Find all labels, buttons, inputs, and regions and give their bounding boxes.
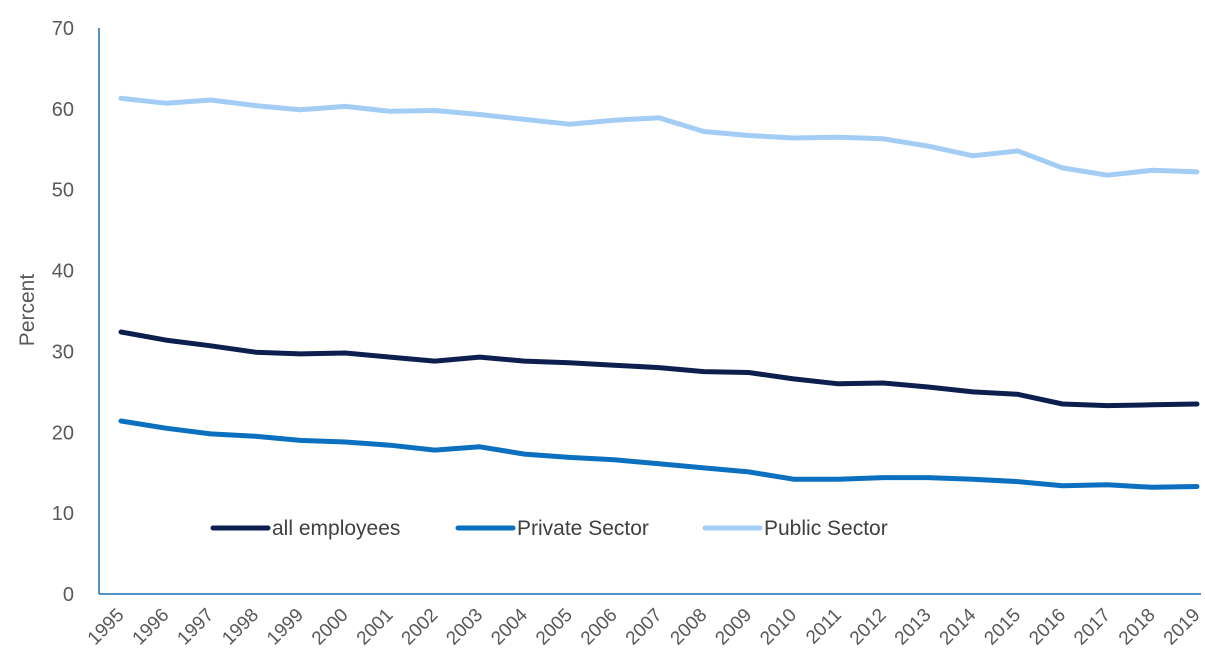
- x-tick-label: 2006: [577, 605, 622, 650]
- legend: all employees Private Sector Public Sector: [210, 517, 888, 540]
- x-tick-label: 1995: [84, 605, 129, 650]
- x-tick-label: 1997: [173, 605, 218, 650]
- x-tick-label: 2000: [308, 605, 353, 650]
- x-tick-label: 2016: [1025, 605, 1070, 650]
- x-tick-label: 1996: [129, 605, 174, 650]
- legend-label-all-employees: all employees: [272, 517, 400, 540]
- y-axis-ticks: 0 10 20 30 40 50 60 70: [52, 18, 74, 606]
- x-tick-label: 1998: [218, 605, 263, 650]
- legend-label-public-sector: Public Sector: [764, 517, 888, 540]
- x-axis-ticks: 1995 1996 1997 1998 1999 2000 2001 2002 2003 2004…: [84, 604, 1205, 649]
- x-tick-label: 2018: [1115, 605, 1160, 650]
- legend-label-private-sector: Private Sector: [517, 517, 649, 540]
- x-tick-label: 2019: [1160, 605, 1205, 650]
- series-line-private-sector: [118, 418, 1200, 490]
- x-tick-label: 2015: [980, 605, 1025, 650]
- x-tick-label: 2011: [802, 605, 846, 649]
- x-tick-label: 2001: [353, 605, 398, 650]
- x-tick-label: 2017: [1070, 605, 1115, 650]
- y-tick-label: 10: [52, 503, 74, 525]
- x-tick-label: 2007: [622, 605, 667, 650]
- y-tick-label: 20: [52, 422, 74, 444]
- x-tick-label: 2005: [532, 605, 577, 650]
- x-tick-label: 1999: [263, 605, 308, 650]
- x-tick-label: 2002: [398, 605, 443, 650]
- series-line-public-sector: [118, 95, 1200, 178]
- x-tick-label: 2009: [711, 605, 756, 650]
- x-tick-label: 2012: [846, 605, 891, 650]
- series-line-all-employees: [118, 329, 1200, 409]
- x-tick-label: 2004: [487, 604, 532, 649]
- x-tick-label: 2003: [442, 605, 487, 650]
- y-axis-label: Percent: [16, 274, 39, 347]
- series-lines: [118, 95, 1200, 490]
- y-tick-label: 70: [52, 18, 74, 40]
- x-tick-label: 2008: [667, 605, 712, 650]
- y-tick-label: 30: [52, 341, 74, 363]
- y-tick-label: 60: [52, 99, 74, 121]
- x-tick-label: 2014: [936, 604, 981, 649]
- y-tick-label: 40: [52, 261, 74, 283]
- x-tick-label: 2010: [756, 605, 801, 650]
- y-tick-label: 50: [52, 180, 74, 202]
- y-tick-label: 0: [63, 584, 74, 606]
- x-tick-label: 2013: [891, 605, 936, 650]
